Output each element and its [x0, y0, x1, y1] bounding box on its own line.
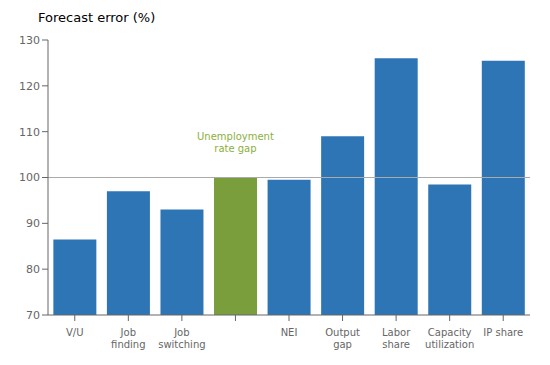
- svg-text:100: 100: [19, 171, 40, 184]
- svg-text:Outputgap: Outputgap: [325, 327, 360, 350]
- svg-text:IP share: IP share: [483, 327, 523, 338]
- svg-text:120: 120: [19, 80, 40, 93]
- html-text:Forecast error (%): Forecast error (%): [38, 10, 156, 25]
- svg-text:90: 90: [26, 217, 40, 230]
- svg-text:130: 130: [19, 34, 40, 47]
- svg-text:Jobswitching: Jobswitching: [158, 327, 205, 350]
- svg-text:70: 70: [26, 309, 40, 322]
- svg-text:NEI: NEI: [281, 327, 298, 338]
- svg-text:Unemploymentrate gap: Unemploymentrate gap: [197, 131, 274, 154]
- svg-text:Jobfinding: Jobfinding: [111, 327, 145, 350]
- svg-text:Laborshare: Laborshare: [382, 327, 411, 350]
- svg-text:110: 110: [19, 126, 40, 139]
- svg-text:Capacityutilization: Capacityutilization: [425, 327, 474, 350]
- svg-text:80: 80: [26, 263, 40, 276]
- svg-text:V/U: V/U: [66, 327, 84, 338]
